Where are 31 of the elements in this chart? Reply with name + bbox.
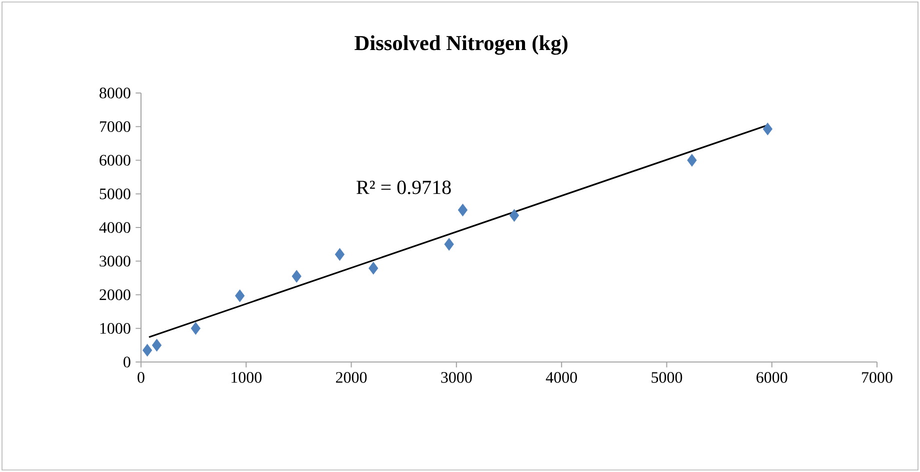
point	[458, 204, 468, 216]
point	[687, 154, 697, 167]
point	[190, 322, 200, 335]
point	[762, 122, 772, 136]
point	[142, 344, 152, 356]
y-tick-label: 1000	[100, 322, 130, 334]
x-tick-label: 0	[138, 372, 144, 383]
point	[152, 338, 162, 352]
y-tick-label: 3000	[100, 256, 130, 267]
point	[334, 248, 344, 261]
y-tick-label: 7000	[100, 121, 130, 132]
point	[235, 289, 245, 302]
x-tick-label: 2000	[336, 372, 367, 383]
y-tick-label: 0	[124, 356, 130, 368]
point	[368, 262, 378, 274]
x-tick-label: 6000	[756, 372, 788, 383]
x-tick-label: 7000	[862, 372, 892, 383]
annotation: R² = 0.9718	[356, 180, 451, 194]
point	[444, 238, 454, 251]
y-tick-label: 2000	[100, 289, 130, 300]
chart-title: Dissolved Nitrogen (kg)	[354, 35, 568, 55]
x-tick-label: 5000	[652, 372, 682, 383]
point	[292, 270, 302, 283]
x-tick-label: 3000	[441, 372, 472, 383]
y-tick-label: 6000	[100, 154, 130, 166]
y-tick-label: 4000	[99, 222, 130, 233]
x-tick-label: 1000	[232, 372, 262, 383]
y-tick-label: 8000	[100, 88, 130, 98]
y-tick-label: 5000	[100, 188, 130, 200]
point	[509, 209, 520, 222]
x-tick-label: 4000	[546, 372, 577, 383]
